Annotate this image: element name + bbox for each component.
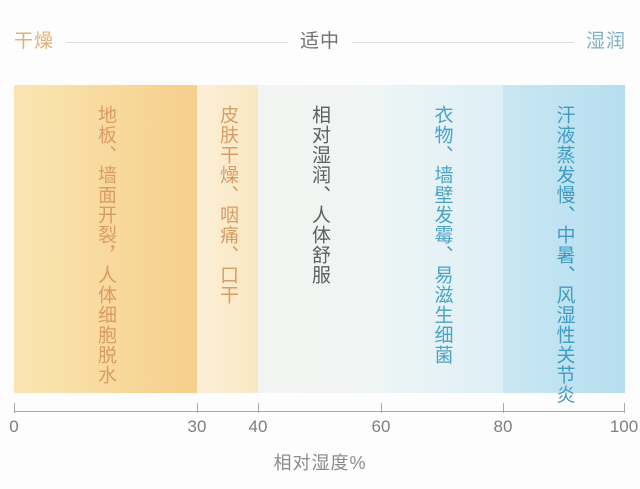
axis-tick: [197, 403, 198, 413]
zone-label: 衣物、墙壁发霉、易滋生细菌: [431, 105, 453, 365]
axis-tick: [503, 403, 504, 413]
axis-tick: [624, 403, 625, 413]
axis-tick: [381, 403, 382, 413]
x-axis-title: 相对湿度%: [273, 453, 367, 473]
axis-tick-label: 80: [493, 417, 513, 436]
header-label-dry: 干燥: [14, 31, 55, 52]
axis-tick-label: 100: [609, 417, 639, 436]
header-label-moderate: 适中: [300, 31, 341, 52]
axis-tick-label: 60: [371, 417, 391, 436]
zone-band-80-100: 汗液蒸发慢、中暑、风湿性关节炎: [503, 85, 625, 405]
zone-label: 汗液蒸发慢、中暑、风湿性关节炎: [553, 105, 575, 405]
x-axis: [14, 403, 625, 413]
x-axis-line: [14, 411, 625, 412]
header-label-humid: 湿润: [586, 31, 627, 52]
divider-line: [352, 41, 574, 43]
divider-line: [66, 41, 288, 43]
axis-tick: [258, 403, 259, 413]
zone-band-40-60: 相对湿润、人体舒服: [258, 85, 381, 393]
zone-label: 地板、墙面开裂，人体细胞脱水: [95, 105, 116, 385]
zone-band-60-80: 衣物、墙壁发霉、易滋生细菌: [381, 85, 503, 393]
axis-tick-label: 30: [187, 417, 207, 436]
zone-band-0-30: 地板、墙面开裂，人体细胞脱水: [14, 85, 197, 393]
x-axis-tick-labels: 0 30 40 60 80 100: [9, 417, 638, 437]
axis-tick: [14, 403, 15, 413]
zone-label: 相对湿润、人体舒服: [309, 105, 330, 285]
zone-label: 皮肤干燥、咽痛、口干: [217, 105, 238, 305]
axis-tick-label: 40: [248, 417, 268, 436]
zone-band-30-40: 皮肤干燥、咽痛、口干: [197, 85, 258, 393]
axis-tick-label: 0: [9, 417, 19, 436]
category-header: 干燥 适中 湿润: [0, 30, 640, 54]
